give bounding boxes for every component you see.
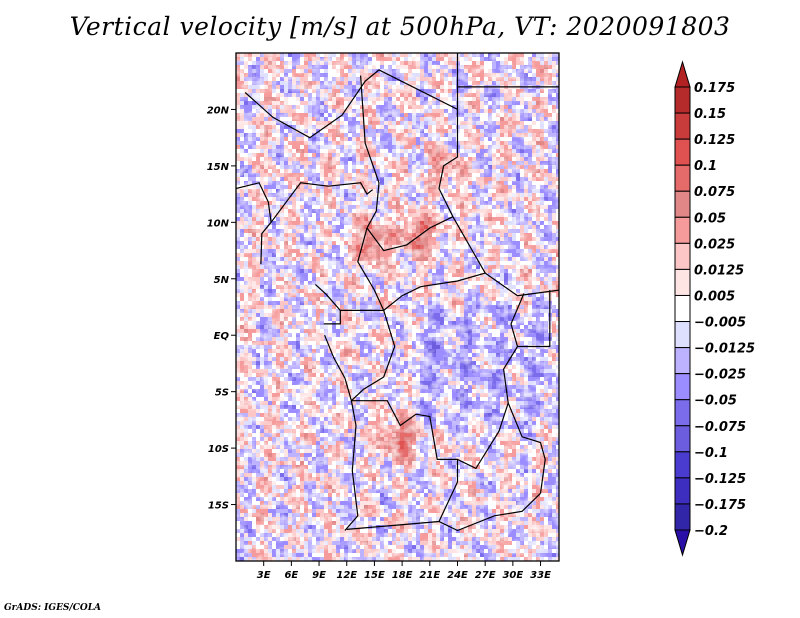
chart-title: Vertical velocity [m/s] at 500hPa, VT: 2… (69, 12, 731, 41)
